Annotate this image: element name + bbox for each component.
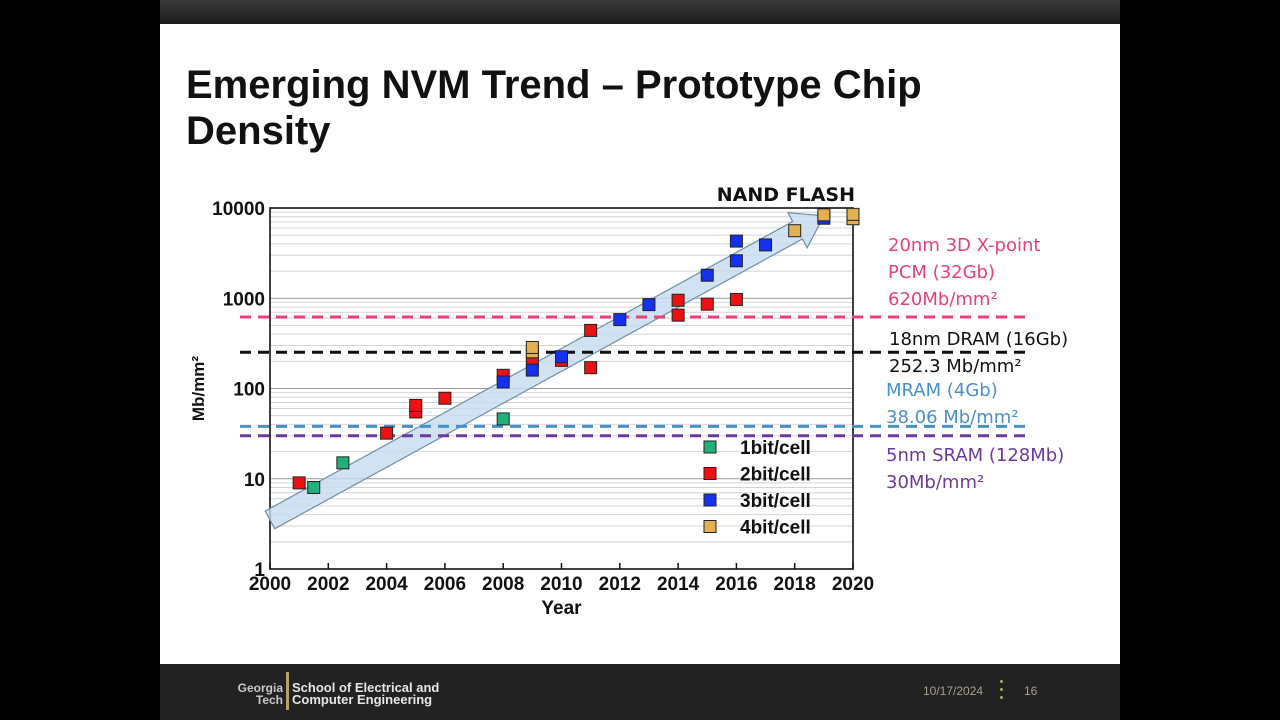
- annotation-xpoint-line-1: 20nm 3D X-point: [888, 235, 1041, 256]
- x-tick-label: 2010: [540, 574, 582, 595]
- data-point-series-2: [700, 297, 714, 311]
- annotation-xpoint-line-3: 620Mb/mm²: [888, 289, 998, 310]
- data-point-series-4: [846, 207, 860, 221]
- logo-line-1: Georgia: [237, 681, 283, 695]
- school-line-2: Computer Engineering: [292, 692, 433, 707]
- annotation-sram-line-2: 30Mb/mm²: [886, 472, 985, 493]
- trend-arrow: [264, 212, 825, 530]
- footer-separator-icon: [1000, 680, 1004, 704]
- x-axis-label: Year: [541, 598, 582, 619]
- legend-swatch-3: [703, 493, 717, 507]
- data-point-series-1: [336, 456, 350, 470]
- data-point-series-1: [496, 412, 510, 426]
- data-point-series-3: [642, 298, 656, 312]
- slide-title-line-1: Emerging NVM Trend – Prototype Chip: [186, 63, 922, 107]
- page-number: 16: [1024, 684, 1038, 698]
- data-point-series-4: [525, 340, 539, 354]
- data-point-series-2: [584, 323, 598, 337]
- annotation-dram: 18nm DRAM (16Gb) 252.3 Mb/mm²: [889, 326, 1068, 380]
- y-tick-label: 100: [233, 380, 265, 401]
- chart-title: NAND FLASH: [717, 184, 855, 206]
- data-point-series-3: [700, 268, 714, 282]
- data-point-series-3: [525, 363, 539, 377]
- data-point-series-2: [671, 293, 685, 307]
- footer-date: 10/17/2024: [923, 684, 984, 698]
- data-point-series-3: [759, 238, 773, 252]
- data-point-series-2: [409, 398, 423, 412]
- legend-label-1: 1bit/cell: [740, 438, 811, 459]
- data-point-series-4: [788, 224, 802, 238]
- annotation-xpoint-line-2: PCM (32Gb): [888, 262, 995, 283]
- y-tick-label: 1: [254, 560, 265, 581]
- data-point-series-2: [380, 426, 394, 440]
- x-tick-label: 2002: [307, 574, 349, 595]
- x-tick-label: 2014: [657, 574, 700, 595]
- slide: Emerging NVM Trend – Prototype Chip Dens…: [160, 24, 1120, 664]
- legend-swatch-2: [703, 467, 717, 480]
- plot-frame: [269, 207, 854, 570]
- x-tick-label: 2008: [482, 574, 524, 595]
- annotation-sram: 5nm SRAM (128Mb) 30Mb/mm²: [886, 442, 1064, 496]
- x-tick-label: 2000: [249, 574, 291, 595]
- x-tick-label: 2004: [365, 574, 408, 595]
- data-point-series-3: [613, 313, 627, 327]
- y-tick-label: 1000: [223, 289, 265, 310]
- legend-label-2: 2bit/cell: [740, 465, 811, 486]
- annotation-sram-line-1: 5nm SRAM (128Mb): [886, 445, 1065, 466]
- data-point-series-4: [817, 208, 831, 222]
- legend-label-3: 3bit/cell: [740, 491, 811, 512]
- school-line-1: School of Electrical and: [292, 680, 440, 695]
- y-axis-label: Mb/mm²: [189, 356, 208, 422]
- data-point-series-1: [307, 480, 321, 494]
- data-point-series-3: [729, 234, 743, 248]
- annotation-mram-line-1: MRAM (4Gb): [886, 380, 998, 401]
- slide-title-line-2: Density: [186, 109, 331, 153]
- slide-title: Emerging NVM Trend – Prototype Chip Dens…: [186, 62, 1086, 154]
- logo-divider: [286, 672, 289, 710]
- data-point-series-3: [496, 375, 510, 389]
- y-tick-label: 10: [244, 470, 265, 491]
- data-point-series-2: [671, 308, 685, 322]
- legend-swatch-4: [703, 520, 717, 533]
- x-tick-label: 2016: [715, 574, 757, 595]
- x-tick-label: 2006: [424, 574, 466, 595]
- legend-label-4: 4bit/cell: [740, 518, 811, 539]
- data-point-series-2: [729, 292, 743, 306]
- data-point-series-2: [584, 361, 598, 375]
- annotation-dram-line-1: 18nm DRAM (16Gb): [889, 329, 1069, 350]
- data-point-series-3: [729, 254, 743, 268]
- logo-wordmark: Georgia Tech: [220, 682, 283, 706]
- window-top-strip: [160, 0, 1120, 24]
- slide-footer: Georgia Tech School of Electrical and Co…: [160, 664, 1120, 720]
- data-point-series-2: [438, 391, 452, 405]
- logo-line-2: Tech: [255, 693, 283, 707]
- y-tick-label: 10000: [212, 199, 265, 220]
- x-tick-label: 2012: [599, 574, 641, 595]
- legend-swatch-1: [703, 440, 717, 454]
- data-point-series-3: [555, 350, 568, 364]
- annotation-mram: MRAM (4Gb) 38.06 Mb/mm²: [886, 377, 1019, 431]
- annotation-mram-line-2: 38.06 Mb/mm²: [886, 407, 1019, 428]
- school-name: School of Electrical and Computer Engine…: [292, 680, 440, 707]
- data-point-series-2: [292, 476, 306, 490]
- annotation-xpoint: 20nm 3D X-point PCM (32Gb) 620Mb/mm²: [888, 232, 1040, 313]
- annotation-dram-line-2: 252.3 Mb/mm²: [889, 356, 1022, 377]
- x-tick-label: 2018: [774, 574, 816, 595]
- density-chart: 1 10 100 1000 10000 2000 2002 2004 2006 2008 2010 2…: [189, 184, 1028, 619]
- x-tick-label: 2020: [832, 574, 874, 595]
